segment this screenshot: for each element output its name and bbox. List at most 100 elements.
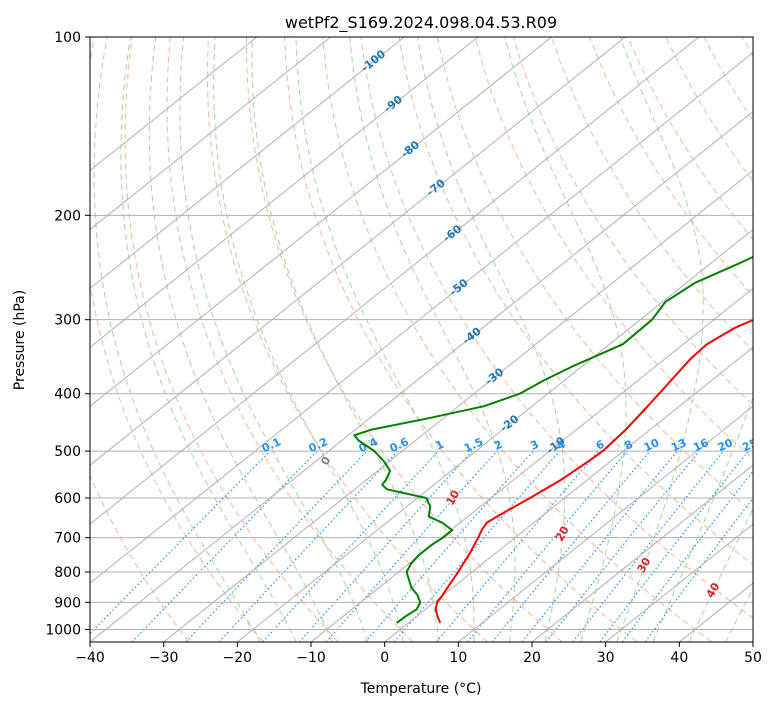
isotherm-gridline — [90, 37, 552, 407]
moist-adiabat-line — [349, 37, 516, 642]
isotherm-gridline — [90, 37, 331, 231]
mixing-ratio-line — [435, 450, 600, 642]
isotherm-gridline — [458, 405, 753, 642]
moist-adiabat-label: 40 — [704, 580, 723, 600]
chart-title: wetPf2_S169.2024.098.04.53.R09 — [285, 13, 557, 33]
x-tick-label: −10 — [296, 650, 326, 666]
mixing-ratio-label: 30 — [761, 436, 775, 454]
dry-adiabat-line — [665, 37, 753, 183]
sounding-line — [353, 255, 753, 624]
isotherm-gridline — [90, 37, 405, 290]
y-tick-label: 400 — [54, 387, 81, 403]
dry-adiabat-line — [474, 37, 753, 460]
isotherm-gridline — [163, 169, 753, 642]
dry-adiabat-line — [360, 37, 753, 619]
moist-adiabat-line — [417, 37, 566, 642]
x-tick-label: −30 — [149, 650, 179, 666]
y-tick-label: 700 — [54, 531, 81, 547]
isotherm-gridline — [237, 228, 753, 642]
sounding-line — [434, 318, 753, 624]
mixing-ratio-label: 0.6 — [388, 435, 411, 455]
mixing-ratio-label: 16 — [691, 436, 711, 454]
mixing-ratio-label: 10 — [642, 436, 662, 454]
x-tick-label: 10 — [449, 650, 467, 666]
moist-adiabat-line — [762, 37, 775, 642]
x-tick-label: −40 — [75, 650, 105, 666]
mixing-ratio-line — [491, 450, 651, 642]
y-tick-label: 300 — [54, 313, 81, 329]
moist-adiabat-line — [504, 37, 627, 642]
isotherm-gridline — [90, 52, 753, 584]
x-tick-label: 0 — [380, 650, 389, 666]
moist-adiabat-line — [148, 37, 333, 642]
isotherm-gridline — [90, 110, 753, 642]
y-axis-label: Pressure (hPa) — [12, 290, 28, 390]
x-tick-label: 40 — [670, 650, 688, 666]
y-tick-label: 100 — [54, 30, 81, 46]
isotherm-gridline — [679, 582, 753, 642]
moist-adiabat-line — [120, 37, 297, 642]
mixing-ratio-line — [325, 450, 498, 642]
y-axis: 1000 900 800 700 600 500 400 300 200 100 — [45, 30, 90, 638]
dry-adiabat-line — [90, 474, 190, 642]
dry-adiabat-line — [90, 37, 264, 642]
mixing-ratio-line — [262, 450, 439, 642]
mixing-ratio-line — [90, 450, 271, 635]
dry-adiabat-line — [206, 37, 488, 642]
moist-adiabat-line — [93, 37, 261, 642]
y-tick-label: 500 — [54, 444, 81, 460]
isotherm-gridline — [384, 346, 753, 642]
isotherm-label: -80 — [398, 138, 422, 161]
plot-frame — [89, 36, 754, 643]
mixing-ratio-line — [364, 450, 534, 642]
x-tick-label: 20 — [523, 650, 541, 666]
isotherm-label: -60 — [441, 222, 465, 245]
mixing-ratio-label: 20 — [716, 436, 736, 454]
isotherm-gridline — [531, 464, 753, 642]
dry-adiabat-line — [398, 37, 753, 566]
plot-area: -100-90-80-70-60-50-40-30-20-10010203040… — [90, 37, 775, 642]
mixing-ratio-label: 1 — [434, 438, 446, 453]
moist-adiabat-label: 10 — [443, 488, 462, 508]
dry-adiabat-line — [284, 37, 638, 642]
y-tick-label: 800 — [54, 565, 81, 581]
mixing-ratio-label: 1.5 — [462, 435, 485, 455]
y-tick-label: 900 — [54, 595, 81, 611]
mixing-ratio-line — [521, 450, 678, 642]
moist-adiabat-line — [213, 37, 404, 642]
isotherm-gridline — [752, 641, 753, 642]
isotherm-gridline — [605, 523, 753, 642]
dry-adiabat-line — [436, 37, 753, 513]
isotherm-label: -100 — [358, 47, 388, 75]
mixing-ratio-label: 25 — [740, 436, 759, 454]
dry-adiabat-line — [124, 37, 339, 642]
mixing-ratio-line — [599, 450, 749, 642]
y-tick-label: 1000 — [45, 622, 81, 638]
isotherm-gridline — [90, 37, 479, 348]
x-axis-label: Temperature (°C) — [360, 681, 482, 697]
isotherm-gridline — [310, 287, 753, 642]
y-tick-label: 600 — [54, 491, 81, 507]
moist-adiabat-line — [179, 37, 369, 642]
mixing-ratio-line — [545, 450, 700, 642]
moist-adiabat-line — [251, 37, 439, 642]
mixing-ratio-label: 3 — [528, 438, 540, 453]
x-tick-label: 50 — [744, 650, 762, 666]
isotherm-label: -50 — [447, 276, 471, 299]
moist-adiabat-label: 20 — [553, 524, 572, 544]
x-axis: −40 −30 −20 −10 0 10 20 30 40 50 — [75, 642, 762, 666]
isotherm-label: -30 — [483, 365, 507, 388]
grid-lines — [90, 37, 753, 642]
dry-adiabats — [90, 37, 753, 642]
moist-adiabats — [93, 37, 775, 642]
mixing-ratio-line — [393, 450, 561, 642]
isotherm-gridline — [90, 37, 700, 525]
mixing-ratio-line — [185, 450, 368, 642]
moist-adiabat-line — [295, 37, 475, 642]
mixing-ratio-line — [218, 450, 399, 642]
dry-adiabat-line — [741, 37, 753, 58]
mixing-ratio-line — [621, 470, 753, 642]
mixing-ratio-line — [467, 450, 628, 642]
isotherm-label: -40 — [460, 324, 484, 347]
